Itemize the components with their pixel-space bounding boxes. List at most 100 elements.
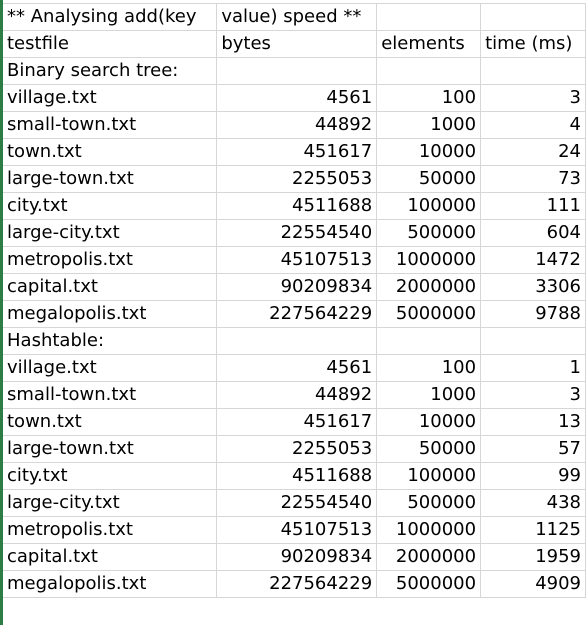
header-cell-elements[interactable]: elements: [377, 31, 481, 58]
cell[interactable]: [481, 328, 586, 355]
cell-time[interactable]: 604: [481, 220, 586, 247]
cell-bytes[interactable]: 451617: [217, 409, 377, 436]
cell-bytes[interactable]: 44892: [217, 112, 377, 139]
cell-elements[interactable]: 100: [377, 85, 481, 112]
cell-elements[interactable]: 1000000: [377, 517, 481, 544]
table-row: village.txt 4561 100 1: [3, 355, 586, 382]
cell-bytes[interactable]: 22554540: [217, 220, 377, 247]
table-row: town.txt 451617 10000 24: [3, 139, 586, 166]
cell-elements[interactable]: 5000000: [377, 301, 481, 328]
header-cell-testfile[interactable]: testfile: [3, 31, 217, 58]
cell-elements[interactable]: 100000: [377, 463, 481, 490]
cell-bytes[interactable]: 45107513: [217, 517, 377, 544]
cell[interactable]: [377, 4, 481, 31]
cell[interactable]: [481, 58, 586, 85]
section-label-row: Binary search tree:: [3, 58, 586, 85]
cell-time[interactable]: 4: [481, 112, 586, 139]
cell-time[interactable]: 1959: [481, 544, 586, 571]
cell-time[interactable]: 24: [481, 139, 586, 166]
cell-bytes[interactable]: 22554540: [217, 490, 377, 517]
cell-time[interactable]: 3: [481, 382, 586, 409]
cell-elements[interactable]: 1000000: [377, 247, 481, 274]
cell-testfile[interactable]: village.txt: [3, 355, 217, 382]
cell-time[interactable]: 1: [481, 355, 586, 382]
cell[interactable]: [217, 328, 377, 355]
cell-testfile[interactable]: town.txt: [3, 139, 217, 166]
table-row: village.txt 4561 100 3: [3, 85, 586, 112]
cell[interactable]: Binary search tree:: [3, 58, 217, 85]
cell-testfile[interactable]: large-city.txt: [3, 220, 217, 247]
cell-time[interactable]: 4909: [481, 571, 586, 598]
cell-time[interactable]: 1472: [481, 247, 586, 274]
header-cell-time[interactable]: time (ms): [481, 31, 586, 58]
cell-elements[interactable]: 500000: [377, 220, 481, 247]
cell-elements[interactable]: 50000: [377, 436, 481, 463]
cell-bytes[interactable]: 4561: [217, 85, 377, 112]
cell-bytes[interactable]: 4511688: [217, 463, 377, 490]
cell-time[interactable]: 73: [481, 166, 586, 193]
cell-time[interactable]: 3306: [481, 274, 586, 301]
cell[interactable]: [481, 4, 586, 31]
cell-testfile[interactable]: capital.txt: [3, 544, 217, 571]
cell[interactable]: Hashtable:: [3, 328, 217, 355]
cell-bytes[interactable]: 227564229: [217, 571, 377, 598]
cell-testfile[interactable]: megalopolis.txt: [3, 571, 217, 598]
cell-elements[interactable]: 500000: [377, 490, 481, 517]
table-row: large-city.txt 22554540 500000 604: [3, 220, 586, 247]
cell-testfile[interactable]: small-town.txt: [3, 382, 217, 409]
table-row: large-town.txt 2255053 50000 57: [3, 436, 586, 463]
cell[interactable]: [377, 58, 481, 85]
cell-time[interactable]: 111: [481, 193, 586, 220]
cell-testfile[interactable]: metropolis.txt: [3, 247, 217, 274]
cell-time[interactable]: 438: [481, 490, 586, 517]
cell-testfile[interactable]: megalopolis.txt: [3, 301, 217, 328]
cell-elements[interactable]: 10000: [377, 139, 481, 166]
cell-elements[interactable]: 50000: [377, 166, 481, 193]
cell[interactable]: [377, 328, 481, 355]
cell[interactable]: value) speed **: [217, 4, 377, 31]
cell-time[interactable]: 1125: [481, 517, 586, 544]
cell-time[interactable]: 99: [481, 463, 586, 490]
cell-bytes[interactable]: 4561: [217, 355, 377, 382]
cell-time[interactable]: 3: [481, 85, 586, 112]
cell-bytes[interactable]: 451617: [217, 139, 377, 166]
cell-bytes[interactable]: 2255053: [217, 436, 377, 463]
cell-bytes[interactable]: 90209834: [217, 544, 377, 571]
table-row: capital.txt 90209834 2000000 3306: [3, 274, 586, 301]
cell-bytes[interactable]: 44892: [217, 382, 377, 409]
cell-testfile[interactable]: capital.txt: [3, 274, 217, 301]
cell-elements[interactable]: 10000: [377, 409, 481, 436]
cell-testfile[interactable]: small-town.txt: [3, 112, 217, 139]
cell-bytes[interactable]: 90209834: [217, 274, 377, 301]
header-row: testfile bytes elements time (ms): [3, 31, 586, 58]
section-label-row: Hashtable:: [3, 328, 586, 355]
cell-testfile[interactable]: large-town.txt: [3, 436, 217, 463]
cell-bytes[interactable]: 4511688: [217, 193, 377, 220]
cell-testfile[interactable]: town.txt: [3, 409, 217, 436]
header-cell-bytes[interactable]: bytes: [217, 31, 377, 58]
cell-elements[interactable]: 2000000: [377, 544, 481, 571]
cell-elements[interactable]: 1000: [377, 382, 481, 409]
cell-elements[interactable]: 100: [377, 355, 481, 382]
cell-testfile[interactable]: village.txt: [3, 85, 217, 112]
cell-elements[interactable]: 5000000: [377, 571, 481, 598]
cell-time[interactable]: 57: [481, 436, 586, 463]
table-row: city.txt 4511688 100000 111: [3, 193, 586, 220]
cell-testfile[interactable]: large-city.txt: [3, 490, 217, 517]
cell-time[interactable]: 13: [481, 409, 586, 436]
cell-testfile[interactable]: city.txt: [3, 463, 217, 490]
cell-bytes[interactable]: 2255053: [217, 166, 377, 193]
cell[interactable]: ** Analysing add(key: [3, 4, 217, 31]
cell-testfile[interactable]: large-town.txt: [3, 166, 217, 193]
cell-testfile[interactable]: metropolis.txt: [3, 517, 217, 544]
table-row: large-city.txt 22554540 500000 438: [3, 490, 586, 517]
cell-elements[interactable]: 1000: [377, 112, 481, 139]
cell-bytes[interactable]: 45107513: [217, 247, 377, 274]
cell-testfile[interactable]: city.txt: [3, 193, 217, 220]
cell-elements[interactable]: 100000: [377, 193, 481, 220]
cell-bytes[interactable]: 227564229: [217, 301, 377, 328]
cell[interactable]: [217, 58, 377, 85]
cell-time[interactable]: 9788: [481, 301, 586, 328]
table-row: large-town.txt 2255053 50000 73: [3, 166, 586, 193]
cell-elements[interactable]: 2000000: [377, 274, 481, 301]
